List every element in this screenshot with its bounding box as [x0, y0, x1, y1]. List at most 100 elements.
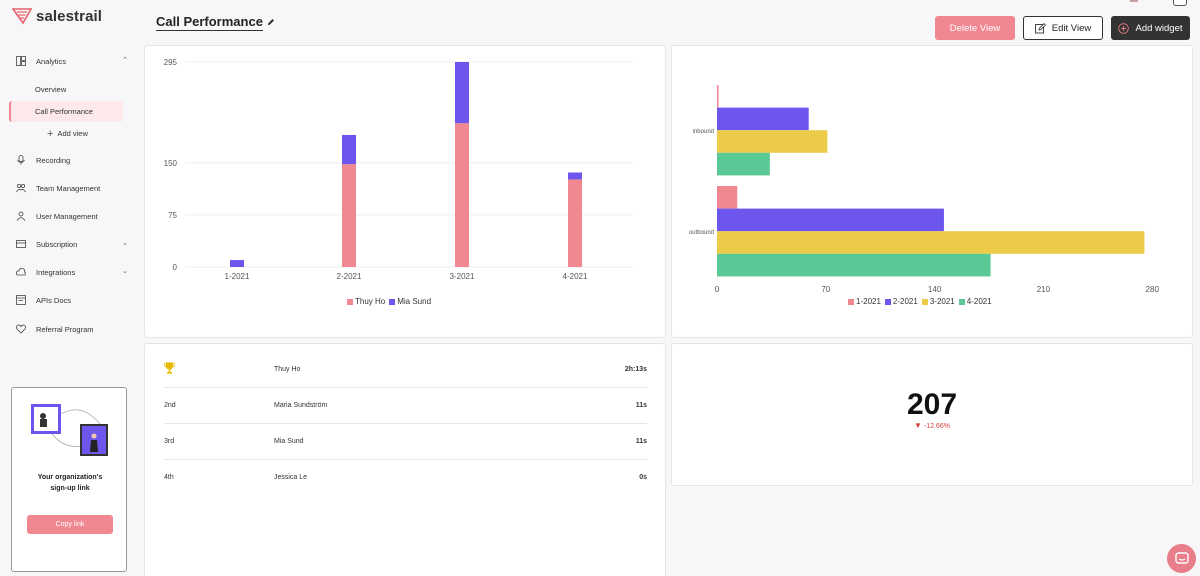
- logo[interactable]: salestrail: [12, 7, 102, 25]
- sidebar-subitem-overview[interactable]: Overview: [35, 85, 67, 94]
- add-widget-label: Add widget: [1135, 22, 1183, 34]
- bar[interactable]: [717, 253, 991, 277]
- bar[interactable]: [717, 152, 770, 176]
- horizontal-bar-chart-panel: 0 70 140 210 280 inbound outbound 1-2021 2-2021…: [671, 45, 1193, 338]
- kpi-delta-value: -12.66%: [923, 423, 950, 430]
- legend-item[interactable]: 3-2021: [921, 297, 955, 306]
- legend-item[interactable]: 4-2021: [958, 297, 992, 306]
- sidebar-item-label: APIs Docs: [36, 295, 72, 305]
- bar[interactable]: [717, 231, 1145, 254]
- people-illustration: [31, 404, 108, 456]
- sidebar-item-team-management[interactable]: Team Management: [16, 181, 126, 195]
- copy-link-button[interactable]: Copy link: [27, 515, 113, 534]
- legend-item[interactable]: 2-2021: [884, 297, 918, 306]
- bar-segment[interactable]: [455, 123, 469, 267]
- bar-segment[interactable]: [342, 164, 356, 267]
- leaderboard-value: 2h:13s: [624, 366, 647, 373]
- sidebar-subitem-label: Call Performance: [35, 107, 93, 116]
- sidebar-item-label: Team Management: [36, 183, 101, 193]
- leaderboard-panel: Thuy Ho 2h:13s 2nd Maria Sundström 11s 3…: [144, 343, 666, 576]
- legend-item[interactable]: Thuy Ho: [347, 297, 385, 306]
- sidebar-item-label: Analytics: [36, 56, 67, 66]
- leaderboard-row: Thuy Ho 2h:13s: [164, 352, 647, 388]
- leaderboard-rank: 2nd: [164, 402, 176, 409]
- page-title[interactable]: Call Performance: [156, 14, 263, 31]
- chat-button[interactable]: [1167, 544, 1196, 573]
- signup-link-card: Your organization's sign-up link Copy li…: [11, 387, 127, 572]
- leaderboard-rank: 4th: [164, 474, 174, 481]
- legend-label: 1-2021: [856, 297, 881, 306]
- kpi-delta: ▼ -12.66%: [672, 421, 1192, 430]
- x-tick-label: 2-2021: [337, 272, 362, 281]
- x-tick-label: 140: [928, 285, 942, 294]
- legend-label: 2-2021: [892, 297, 918, 306]
- y-tick-label: 150: [164, 159, 178, 168]
- bar-segment[interactable]: [568, 179, 582, 267]
- edit-view-button[interactable]: Edit View: [1023, 16, 1103, 40]
- bar-segment[interactable]: [568, 172, 582, 180]
- y-tick-label: 0: [173, 263, 178, 272]
- add-view-label: Add view: [57, 129, 88, 138]
- brand-name: salestrail: [36, 7, 103, 25]
- sidebar-item-apis-docs[interactable]: APIs Docs: [16, 293, 126, 307]
- edit-view-label: Edit View: [1051, 22, 1092, 34]
- sidebar-item-recording[interactable]: Recording: [16, 153, 126, 167]
- leaderboard-name: Jessica Le: [274, 474, 308, 481]
- add-circle-icon: [1118, 22, 1130, 34]
- bar-segment[interactable]: [342, 134, 356, 165]
- x-tick-label: 1-2021: [225, 272, 250, 281]
- stacked-bar-chart: 0 75 150 295 1-2021 2-2021 3-2021 4-2021: [164, 58, 633, 281]
- chart1-legend: Thuy Ho Mia Sund: [347, 297, 431, 306]
- legend-swatch: [921, 298, 928, 305]
- edit-icon: [1034, 22, 1046, 33]
- chevron-down-icon: ⌄: [122, 268, 128, 275]
- add-view-button[interactable]: + Add view: [47, 127, 88, 140]
- user-icon: [16, 211, 26, 221]
- sidebar-item-referral-program[interactable]: Referral Program: [16, 322, 126, 336]
- account-menu-icon[interactable]: [1173, 0, 1187, 6]
- grid-icon: [16, 56, 26, 66]
- x-tick-label: 3-2021: [450, 272, 475, 281]
- bar[interactable]: [717, 85, 719, 108]
- bar[interactable]: [717, 130, 828, 153]
- flag-icon[interactable]: [1130, 0, 1138, 2]
- add-widget-button[interactable]: Add widget: [1111, 16, 1190, 40]
- sidebar-item-subscription[interactable]: Subscription ⌄: [16, 237, 128, 251]
- signup-text-line-2: sign-up link: [50, 485, 90, 492]
- kpi-panel: 207 ▼ -12.66%: [671, 343, 1193, 486]
- sidebar-subitem-call-performance[interactable]: Call Performance: [9, 101, 123, 122]
- legend-label: 3-2021: [929, 297, 955, 306]
- integrations-icon: [16, 267, 26, 276]
- leaderboard-value: 11s: [635, 438, 647, 445]
- x-tick-label: 70: [821, 285, 830, 294]
- horizontal-bar-chart: 0 70 140 210 280 inbound outbound: [689, 85, 1160, 294]
- sidebar-item-analytics[interactable]: Analytics ⌃: [16, 54, 128, 68]
- bar-segment[interactable]: [455, 62, 469, 124]
- legend-label: Thuy Ho: [355, 297, 386, 306]
- legend-label: 4-2021: [966, 297, 992, 306]
- sidebar-item-label: Subscription: [36, 239, 78, 249]
- plus-icon: +: [47, 127, 54, 140]
- sidebar-item-user-management[interactable]: User Management: [16, 209, 126, 223]
- bar[interactable]: [717, 208, 944, 232]
- leaderboard-name: Maria Sundström: [274, 402, 328, 409]
- delete-view-button[interactable]: Delete View: [935, 16, 1015, 40]
- subscription-icon: [16, 240, 26, 248]
- legend-item[interactable]: 1-2021: [848, 297, 881, 306]
- legend-label: Mia Sund: [397, 297, 432, 306]
- bar-segment[interactable]: [230, 260, 244, 267]
- leaderboard-row: 2nd Maria Sundström 11s: [164, 388, 647, 424]
- y-tick-label: outbound: [689, 230, 714, 236]
- pencil-icon[interactable]: [267, 18, 275, 26]
- microphone-icon: [17, 155, 25, 165]
- leaderboard-name: Mia Sund: [274, 438, 304, 445]
- signup-link-text: Your organization's sign-up link: [12, 472, 128, 494]
- leaderboard-value: 0s: [639, 474, 647, 481]
- legend-swatch: [958, 298, 965, 305]
- bar[interactable]: [717, 186, 738, 209]
- sidebar-item-integrations[interactable]: Integrations ⌄: [16, 265, 128, 279]
- x-tick-label: 280: [1146, 285, 1160, 294]
- legend-item[interactable]: Mia Sund: [389, 297, 431, 306]
- delete-view-label: Delete View: [949, 22, 1001, 34]
- bar[interactable]: [717, 107, 809, 131]
